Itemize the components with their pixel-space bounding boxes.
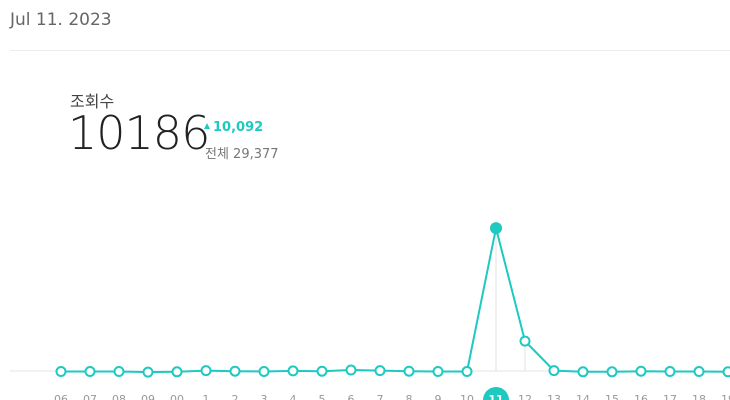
x-tick-label: 5 bbox=[319, 393, 326, 400]
x-tick-label: 16 bbox=[634, 393, 648, 400]
delta-badge: 10,092 bbox=[204, 120, 263, 135]
x-tick-label: 11 bbox=[488, 393, 503, 400]
data-point bbox=[577, 366, 589, 378]
x-tick-label: 7 bbox=[377, 393, 384, 400]
selected-data-point bbox=[490, 222, 502, 235]
series-line bbox=[61, 227, 729, 374]
data-point bbox=[722, 366, 730, 378]
x-tick-label: 1 bbox=[203, 393, 210, 400]
data-point bbox=[403, 365, 415, 377]
data-point bbox=[55, 366, 67, 378]
total-count: 전체 29,377 bbox=[205, 147, 279, 162]
metric-value: 10186 bbox=[68, 106, 210, 160]
x-tick-label: 4 bbox=[290, 393, 297, 400]
x-tick-label: 07 bbox=[83, 393, 97, 400]
data-point bbox=[693, 366, 705, 378]
data-point bbox=[519, 335, 531, 347]
data-point bbox=[287, 365, 299, 377]
data-point bbox=[664, 366, 676, 378]
selected-tick-highlight bbox=[483, 387, 509, 400]
data-point bbox=[548, 365, 560, 377]
metric-label: 조회수 bbox=[70, 92, 115, 111]
x-tick-label: 9 bbox=[435, 393, 442, 400]
x-tick-label: 09 bbox=[141, 393, 155, 400]
data-point bbox=[200, 365, 212, 377]
x-tick-label: 8 bbox=[406, 393, 413, 400]
x-tick-label: 19 bbox=[721, 393, 730, 400]
data-point bbox=[432, 366, 444, 378]
data-point bbox=[142, 366, 154, 378]
triangle-up-icon bbox=[204, 123, 210, 129]
date-heading: Jul 11. 2023 bbox=[10, 10, 112, 30]
data-point bbox=[171, 366, 183, 378]
delta-value: 10,092 bbox=[213, 120, 264, 135]
data-point bbox=[258, 366, 270, 378]
x-tick-label: 08 bbox=[112, 393, 126, 400]
data-point bbox=[84, 366, 96, 378]
data-point bbox=[374, 365, 386, 377]
x-tick-label: 2 bbox=[232, 393, 239, 400]
x-tick-label: 13 bbox=[547, 393, 561, 400]
x-tick-label: 3 bbox=[261, 393, 268, 400]
data-point bbox=[635, 365, 647, 377]
x-tick-label: 17 bbox=[663, 393, 677, 400]
data-point bbox=[345, 364, 357, 376]
data-point bbox=[606, 366, 618, 378]
header-divider bbox=[10, 50, 730, 51]
x-tick-label: 18 bbox=[692, 393, 706, 400]
data-point bbox=[113, 366, 125, 378]
data-point bbox=[316, 365, 328, 377]
data-point bbox=[461, 366, 473, 378]
x-tick-label: 14 bbox=[576, 393, 590, 400]
x-tick-label: 06 bbox=[54, 393, 68, 400]
x-tick-label: 15 bbox=[605, 393, 619, 400]
data-point bbox=[229, 365, 241, 377]
x-tick-label: 10 bbox=[460, 393, 474, 400]
x-tick-label: 12 bbox=[518, 393, 532, 400]
x-tick-label: 6 bbox=[348, 393, 355, 400]
x-tick-label: 00 bbox=[170, 393, 184, 400]
